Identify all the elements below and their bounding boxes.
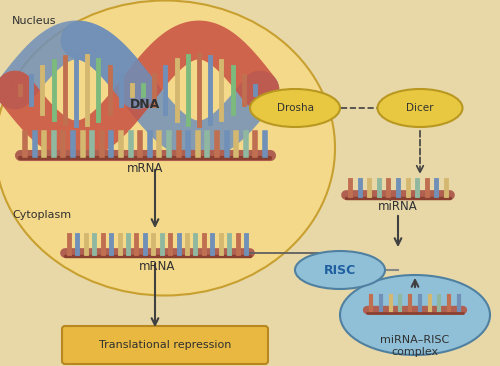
Text: DNA: DNA: [130, 98, 160, 111]
Text: RISC: RISC: [324, 264, 356, 276]
Text: miRNA: miRNA: [378, 200, 418, 213]
Text: complex: complex: [392, 347, 438, 357]
Text: mRNA: mRNA: [127, 162, 163, 175]
Text: Drosha: Drosha: [276, 103, 314, 113]
Ellipse shape: [0, 0, 335, 295]
Text: mRNA: mRNA: [139, 260, 175, 273]
Text: Nucleus: Nucleus: [12, 16, 56, 26]
Ellipse shape: [378, 89, 462, 127]
Text: Dicer: Dicer: [406, 103, 434, 113]
FancyBboxPatch shape: [62, 326, 268, 364]
Text: Cytoplasm: Cytoplasm: [12, 210, 71, 220]
Ellipse shape: [340, 275, 490, 355]
Text: Translational repression: Translational repression: [99, 340, 231, 350]
Text: miRNA–RISC: miRNA–RISC: [380, 335, 450, 345]
Ellipse shape: [250, 89, 340, 127]
Ellipse shape: [295, 251, 385, 289]
